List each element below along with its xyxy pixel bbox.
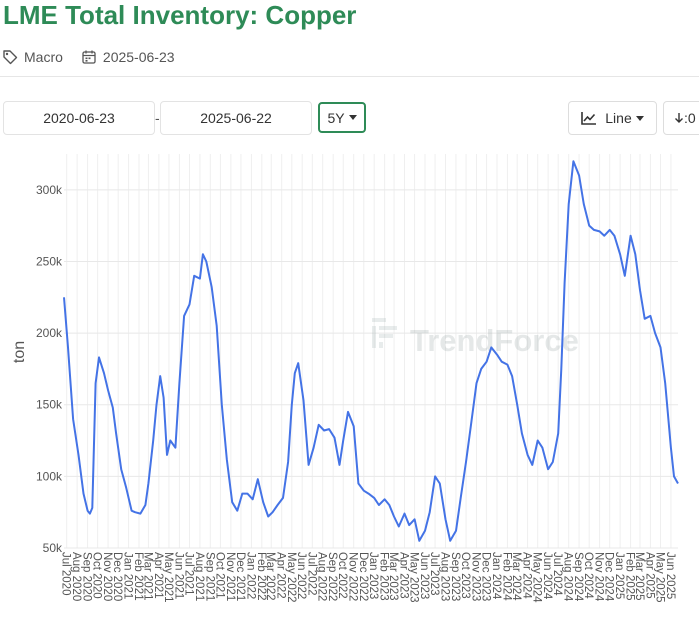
y-axis-label: ton	[11, 341, 28, 363]
x-tick-label: Apr 2024	[521, 552, 533, 599]
x-tick-label: Jun 2024	[541, 552, 553, 600]
x-tick-label: Nov 2022	[347, 552, 359, 601]
x-tick-label: Jan 2024	[490, 552, 502, 600]
y-tick-label: 250k	[36, 254, 63, 268]
x-tick-label: Aug 2024	[562, 552, 574, 602]
x-tick-label: Jan 2022	[244, 552, 256, 599]
x-tick-label: Apr 2023	[397, 552, 409, 599]
x-tick-label: Jan 2025	[613, 552, 625, 599]
download-button[interactable]: :0	[663, 101, 699, 135]
caret-down-icon	[635, 115, 644, 121]
x-tick-label: Nov 2021	[224, 552, 236, 601]
x-tick-label: Mar 2024	[510, 552, 522, 601]
series-line	[63, 160, 679, 542]
x-tick-label: Aug 2020	[70, 552, 82, 601]
x-tick-label: Feb 2021	[132, 552, 144, 601]
x-tick-label: Jan 2023	[367, 552, 379, 599]
x-tick-label: Sep 2020	[81, 552, 93, 601]
x-tick-label: Sep 2021	[203, 552, 215, 601]
x-tick-label: Apr 2025	[643, 552, 655, 599]
gridlines	[64, 154, 678, 549]
x-tick-label: Oct 2023	[459, 552, 471, 599]
x-tick-label: Oct 2020	[91, 552, 103, 599]
divider	[0, 76, 699, 77]
line-chart-icon	[581, 112, 597, 125]
x-tick-label: Sep 2022	[326, 552, 338, 601]
x-tick-label: Apr 2022	[275, 552, 287, 599]
y-tick-label: 50k	[43, 541, 63, 555]
download-label: :0	[684, 110, 696, 126]
watermark: TrendForce	[372, 318, 579, 358]
x-tick-label: Jul 2023	[428, 552, 440, 595]
x-tick-label: Sep 2024	[572, 552, 584, 602]
y-tick-label: 300k	[36, 183, 63, 197]
category-label[interactable]: Macro	[24, 49, 63, 65]
x-tick-label: Jun 2023	[418, 552, 430, 599]
x-tick-label: Dec 2024	[603, 552, 615, 602]
x-tick-label: Jul 2021	[182, 552, 194, 595]
x-tick-label: May 2022	[285, 552, 297, 603]
chart-type-label: Line	[605, 110, 632, 126]
x-tick-label: Jul 2022	[305, 552, 317, 595]
y-tick-label: 100k	[36, 469, 63, 483]
date-separator: -	[155, 110, 160, 126]
start-date-input[interactable]: 2020-06-23	[3, 101, 155, 135]
x-tick-label: Feb 2023	[378, 552, 390, 601]
x-tick-label: Nov 2023	[469, 552, 481, 601]
period-label: 5Y	[327, 109, 345, 126]
x-tick-label: Jul 2024	[551, 552, 563, 596]
x-tick-label: Sep 2023	[449, 552, 461, 601]
x-tick-label: Feb 2025	[624, 552, 636, 601]
x-tick-label: May 2021	[162, 552, 174, 603]
caret-down-icon	[348, 115, 357, 120]
inventory-line-chart: TrendForce 50k 100k 150k 200k 250k 300k Jul 2…	[11, 154, 679, 603]
x-tick-label: Jun 2021	[172, 552, 184, 599]
x-tick-label: Oct 2024	[582, 552, 594, 599]
page-title: LME Total Inventory: Copper	[3, 0, 357, 30]
x-tick-label: May 2023	[408, 552, 420, 603]
x-tick-label: Jan 2021	[122, 552, 134, 599]
download-arrow-icon	[675, 113, 683, 123]
x-tick-label: Dec 2020	[111, 552, 123, 601]
y-tick-label: 150k	[36, 398, 63, 412]
publish-date: 2025-06-23	[102, 49, 175, 65]
meta-row: Macro 2025-06-23	[2, 49, 193, 65]
x-tick-label: Aug 2021	[193, 552, 205, 601]
x-tick-label: Mar 2023	[387, 552, 399, 601]
calendar-icon	[82, 50, 96, 64]
x-tick-label: Mar 2021	[141, 552, 153, 601]
end-date-input[interactable]: 2025-06-22	[160, 101, 312, 135]
y-axis: 50k 100k 150k 200k 250k 300k	[36, 183, 63, 555]
x-tick-label: Nov 2020	[101, 552, 113, 601]
x-tick-label: Jun 2022	[295, 552, 307, 599]
x-tick-label: Dec 2023	[480, 552, 492, 601]
x-tick-label: Jul 2020	[60, 552, 72, 595]
x-tick-label: Nov 2024	[593, 552, 605, 602]
x-tick-label: May 2024	[531, 552, 543, 603]
x-tick-label: Mar 2025	[633, 552, 645, 601]
x-tick-label: Aug 2023	[439, 552, 451, 601]
x-tick-label: Oct 2022	[336, 552, 348, 599]
x-tick-label: Feb 2024	[500, 552, 512, 601]
y-tick-label: 200k	[36, 326, 63, 340]
tag-icon	[3, 50, 18, 65]
category-meta: Macro	[2, 49, 63, 65]
x-tick-label: Oct 2021	[213, 552, 225, 599]
date-meta: 2025-06-23	[81, 49, 175, 65]
x-tick-label: Jun 2025	[664, 552, 676, 599]
x-tick-label: May 2025	[654, 552, 666, 603]
x-tick-label: Dec 2021	[234, 552, 246, 601]
x-tick-label: Feb 2022	[255, 552, 267, 601]
x-tick-label: Apr 2021	[152, 552, 164, 599]
x-tick-label: Mar 2022	[264, 552, 276, 601]
x-tick-label: Dec 2022	[357, 552, 369, 601]
x-tick-label: Aug 2022	[316, 552, 328, 601]
period-dropdown[interactable]: 5Y	[318, 102, 366, 133]
chart-type-dropdown[interactable]: Line	[568, 101, 657, 135]
